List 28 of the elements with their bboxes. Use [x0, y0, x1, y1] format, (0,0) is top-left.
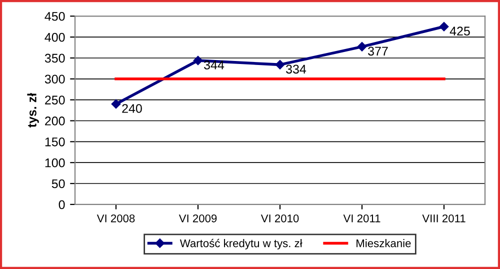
y-tick-label: 0 — [58, 200, 65, 210]
point — [439, 22, 449, 32]
x-tick-label: VI 2009 — [178, 214, 217, 222]
y-tick-label: 100 — [45, 158, 65, 168]
x-tick-label: VI 2010 — [260, 214, 299, 222]
y-axis-title: tys. zł — [27, 93, 39, 128]
data-label: 425 — [450, 26, 470, 36]
y-tick-label: 250 — [45, 96, 65, 104]
legend-label: Mieszkanie — [356, 239, 411, 248]
x-tick-label: VI 2008 — [96, 214, 135, 222]
point — [111, 99, 121, 109]
data-label: 240 — [122, 104, 142, 113]
data-label: 344 — [204, 60, 224, 70]
y-tick-label: 300 — [44, 74, 65, 84]
data-label: 377 — [368, 46, 388, 56]
point — [357, 42, 367, 52]
y-tick-label: 200 — [45, 116, 65, 126]
data-label: 334 — [286, 64, 306, 74]
y-tick-label: 400 — [44, 32, 65, 42]
legend-label: Wartość kredytu w tys. zł — [180, 238, 302, 250]
y-tick-label: 350 — [44, 54, 65, 63]
point — [275, 60, 285, 70]
point — [193, 56, 203, 66]
y-tick-label: 150 — [45, 137, 65, 146]
y-tick-label: 50 — [52, 179, 65, 188]
y-tick-label: 450 — [44, 12, 65, 21]
x-tick-label: VI 2011 — [343, 214, 380, 222]
x-tick-label: VIII 2011 — [422, 214, 466, 222]
